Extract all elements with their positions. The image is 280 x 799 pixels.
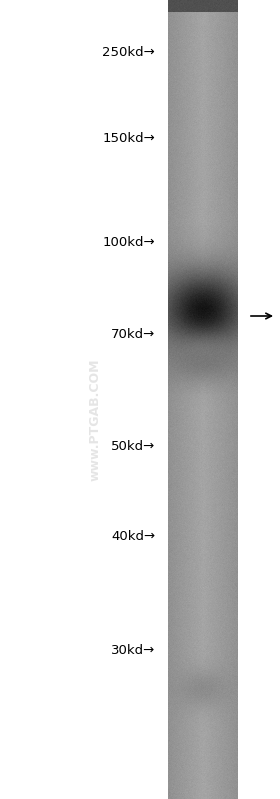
- Text: 30kd→: 30kd→: [111, 645, 155, 658]
- Text: 40kd→: 40kd→: [111, 530, 155, 543]
- Text: 150kd→: 150kd→: [102, 132, 155, 145]
- Text: 50kd→: 50kd→: [111, 440, 155, 454]
- Text: 250kd→: 250kd→: [102, 46, 155, 58]
- Text: 100kd→: 100kd→: [102, 237, 155, 249]
- Text: www.PTGAB.COM: www.PTGAB.COM: [88, 359, 101, 481]
- Text: 70kd→: 70kd→: [111, 328, 155, 341]
